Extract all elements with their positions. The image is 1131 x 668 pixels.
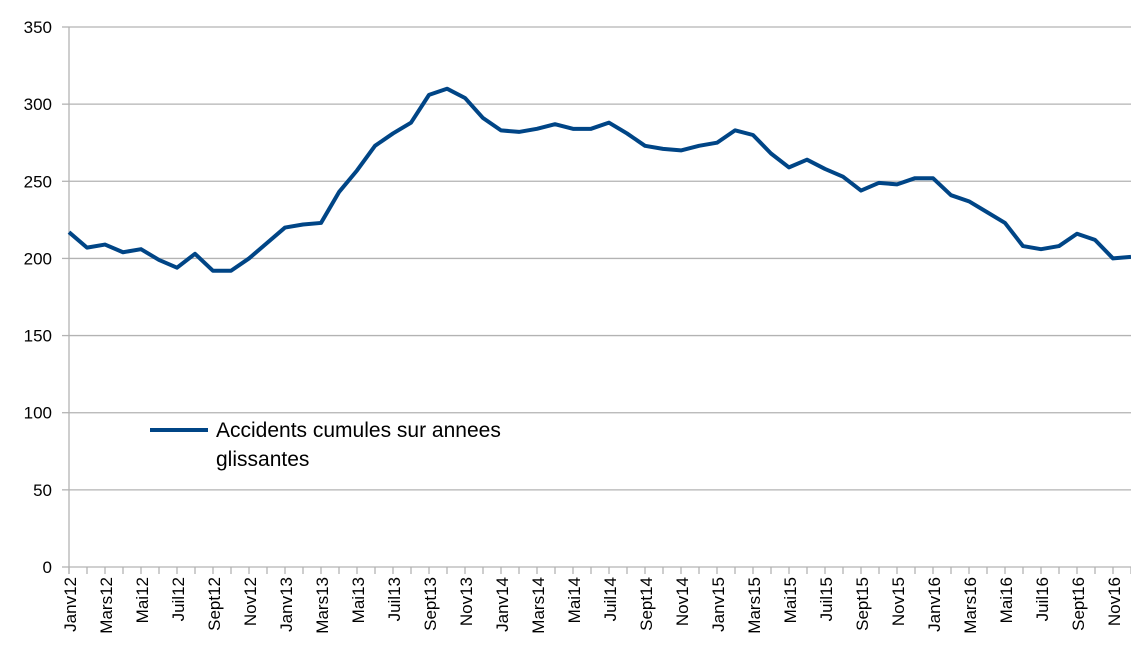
x-tick-label: Mars16 xyxy=(961,577,980,634)
y-tick-label: 350 xyxy=(24,18,52,37)
x-tick-label: Sept15 xyxy=(853,577,872,631)
x-tick-label: Mai12 xyxy=(133,577,152,623)
legend: Accidents cumules sur annees glissantes xyxy=(150,416,570,474)
x-tick-label: Sept12 xyxy=(205,577,224,631)
x-tick-label: Mars13 xyxy=(313,577,332,634)
y-tick-label: 150 xyxy=(24,327,52,346)
y-tick-label: 50 xyxy=(33,481,52,500)
x-tick-label: Nov15 xyxy=(889,577,908,626)
x-tick-label: Nov16 xyxy=(1105,577,1124,626)
x-tick-label: Nov13 xyxy=(457,577,476,626)
x-tick-label: Nov12 xyxy=(241,577,260,626)
x-tick-label: Mai13 xyxy=(349,577,368,623)
data-line xyxy=(67,86,1131,273)
x-tick-label: Mars14 xyxy=(529,577,548,634)
x-tick-label: Juil16 xyxy=(1033,577,1052,621)
x-tick-label: Mars15 xyxy=(745,577,764,634)
x-tick-label: Juil13 xyxy=(385,577,404,621)
legend-label: Accidents cumules sur annees glissantes xyxy=(216,419,501,471)
x-tick-label: Janv15 xyxy=(709,577,728,632)
x-tick-label: Janv16 xyxy=(925,577,944,632)
legend-swatch xyxy=(150,428,208,432)
x-tick-label: Janv14 xyxy=(493,577,512,632)
x-tick-label: Juil14 xyxy=(601,577,620,621)
y-tick-label: 200 xyxy=(24,249,52,268)
x-tick-label: Sept16 xyxy=(1069,577,1088,631)
x-tick-label: Nov14 xyxy=(673,577,692,626)
x-tick-label: Janv12 xyxy=(61,577,80,632)
y-tick-label: 250 xyxy=(24,172,52,191)
x-tick-label: Mai14 xyxy=(565,577,584,623)
y-tick-label: 0 xyxy=(43,558,52,577)
y-tick-label: 300 xyxy=(24,95,52,114)
x-tick-label: Sept14 xyxy=(637,577,656,631)
x-tick-label: Juil12 xyxy=(169,577,188,621)
x-tick-label: Mars12 xyxy=(97,577,116,634)
x-tick-label: Sept13 xyxy=(421,577,440,631)
x-tick-label: Mai15 xyxy=(781,577,800,623)
x-tick-label: Juil15 xyxy=(817,577,836,621)
x-tick-label: Mai16 xyxy=(997,577,1016,623)
y-tick-label: 100 xyxy=(24,404,52,423)
x-tick-label: Janv13 xyxy=(277,577,296,632)
